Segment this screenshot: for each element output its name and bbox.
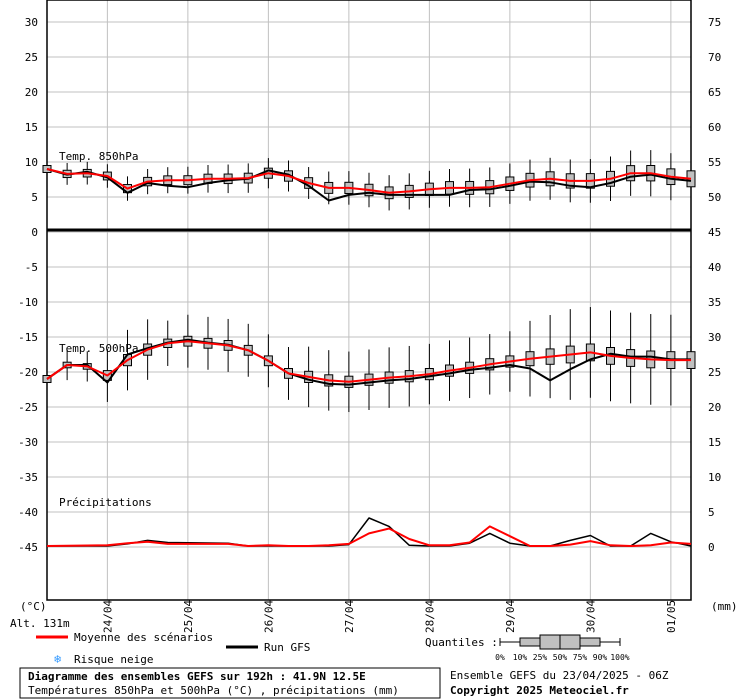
quantile-label: 100%: [610, 653, 629, 662]
left-tick-label: -20: [18, 366, 38, 379]
right-unit: (mm): [711, 600, 738, 613]
date-axis-ticks: 24/04 25/04 26/04 27/04 28/04 29/04 30/04 01/05: [101, 600, 678, 633]
series-lines: [46, 168, 692, 547]
right-tick-label: 5: [708, 506, 715, 519]
left-tick-label: -10: [18, 296, 38, 309]
run-line-850: [46, 168, 692, 202]
left-unit: (°C): [20, 600, 47, 613]
left-tick-label: -40: [18, 506, 38, 519]
right-tick-label: 45: [708, 226, 721, 239]
quantile-label: 50%: [553, 653, 568, 662]
quantiles-title: Quantiles :: [425, 636, 498, 649]
quantile-labels: 0% 10% 25% 50% 75% 90% 100%: [495, 653, 630, 662]
plot-border: [46, 0, 692, 601]
quantile-legend-box: [499, 634, 621, 650]
label-t850: Temp. 850hPa: [59, 150, 138, 163]
left-tick-label: 20: [25, 86, 38, 99]
left-tick-label: -35: [18, 471, 38, 484]
date-tick-label: 30/04: [584, 600, 597, 633]
date-tick-label: 27/04: [343, 600, 356, 633]
date-tick-label: 29/04: [504, 600, 517, 633]
altitude-label: Alt. 131m: [10, 617, 70, 630]
right-tick-label: 30: [708, 331, 721, 344]
mean-line-850: [46, 168, 692, 194]
right-tick-label: 55: [708, 156, 721, 169]
mean-line-500: [46, 340, 691, 383]
quantile-label: 25%: [533, 653, 548, 662]
copyright: Copyright 2025 Meteociel.fr: [450, 684, 629, 697]
title-box: [19, 667, 441, 699]
left-tick-label: 5: [31, 191, 38, 204]
right-tick-label: 75: [708, 16, 721, 29]
label-t500: Temp. 500hPa: [59, 342, 138, 355]
date-tick-label: 25/04: [182, 600, 195, 633]
left-tick-label: -5: [25, 261, 38, 274]
quantile-label: 90%: [593, 653, 608, 662]
chart-title: Diagramme des ensembles GEFS sur 192h : …: [28, 670, 366, 683]
left-tick-label: -25: [18, 401, 38, 414]
right-tick-label: 25: [708, 366, 721, 379]
left-tick-label: -30: [18, 436, 38, 449]
left-axis-ticks: 30 25 20 15 10 5 0 -5 -10 -15 -20 -25 -30 -35 -40 -45: [18, 16, 38, 554]
legend-mean-label: Moyenne des scénarios: [74, 631, 213, 644]
date-tick-label: 26/04: [262, 600, 275, 633]
legend-snow-label: Risque neige: [74, 653, 153, 666]
snowflake-icon: ❄: [54, 652, 61, 666]
legend-run-label: Run GFS: [264, 641, 310, 654]
right-tick-label: 60: [708, 121, 721, 134]
left-tick-label: 25: [25, 51, 38, 64]
right-tick-label: 0: [708, 541, 715, 554]
right-tick-label: 35: [708, 296, 721, 309]
quantile-label: 10%: [513, 653, 528, 662]
date-tick-label: 24/04: [101, 600, 114, 633]
run-line-500: [46, 338, 691, 386]
right-tick-label: 15: [708, 436, 721, 449]
right-tick-label: 65: [708, 86, 721, 99]
right-tick-label: 20: [708, 401, 721, 414]
date-tick-label: 01/05: [665, 600, 678, 633]
left-tick-label: 0: [31, 226, 38, 239]
quantile-label: 75%: [573, 653, 588, 662]
chart-subtitle: Températures 850hPa et 500hPa (°C) , pré…: [28, 684, 399, 697]
right-tick-label: 10: [708, 471, 721, 484]
right-tick-label: 70: [708, 51, 721, 64]
right-tick-label: 50: [708, 191, 721, 204]
left-tick-label: 10: [25, 156, 38, 169]
left-tick-label: -15: [18, 331, 38, 344]
date-tick-label: 28/04: [423, 600, 436, 633]
left-tick-label: -45: [18, 541, 38, 554]
quantile-label: 0%: [495, 653, 505, 662]
left-tick-label: 30: [25, 16, 38, 29]
plot-frame: [46, 0, 692, 601]
run-info: Ensemble GEFS du 23/04/2025 - 06Z: [450, 669, 669, 682]
right-tick-label: 40: [708, 261, 721, 274]
left-tick-label: 15: [25, 121, 38, 134]
mean-line-precip: [46, 525, 692, 547]
label-precip: Précipitations: [59, 496, 152, 509]
